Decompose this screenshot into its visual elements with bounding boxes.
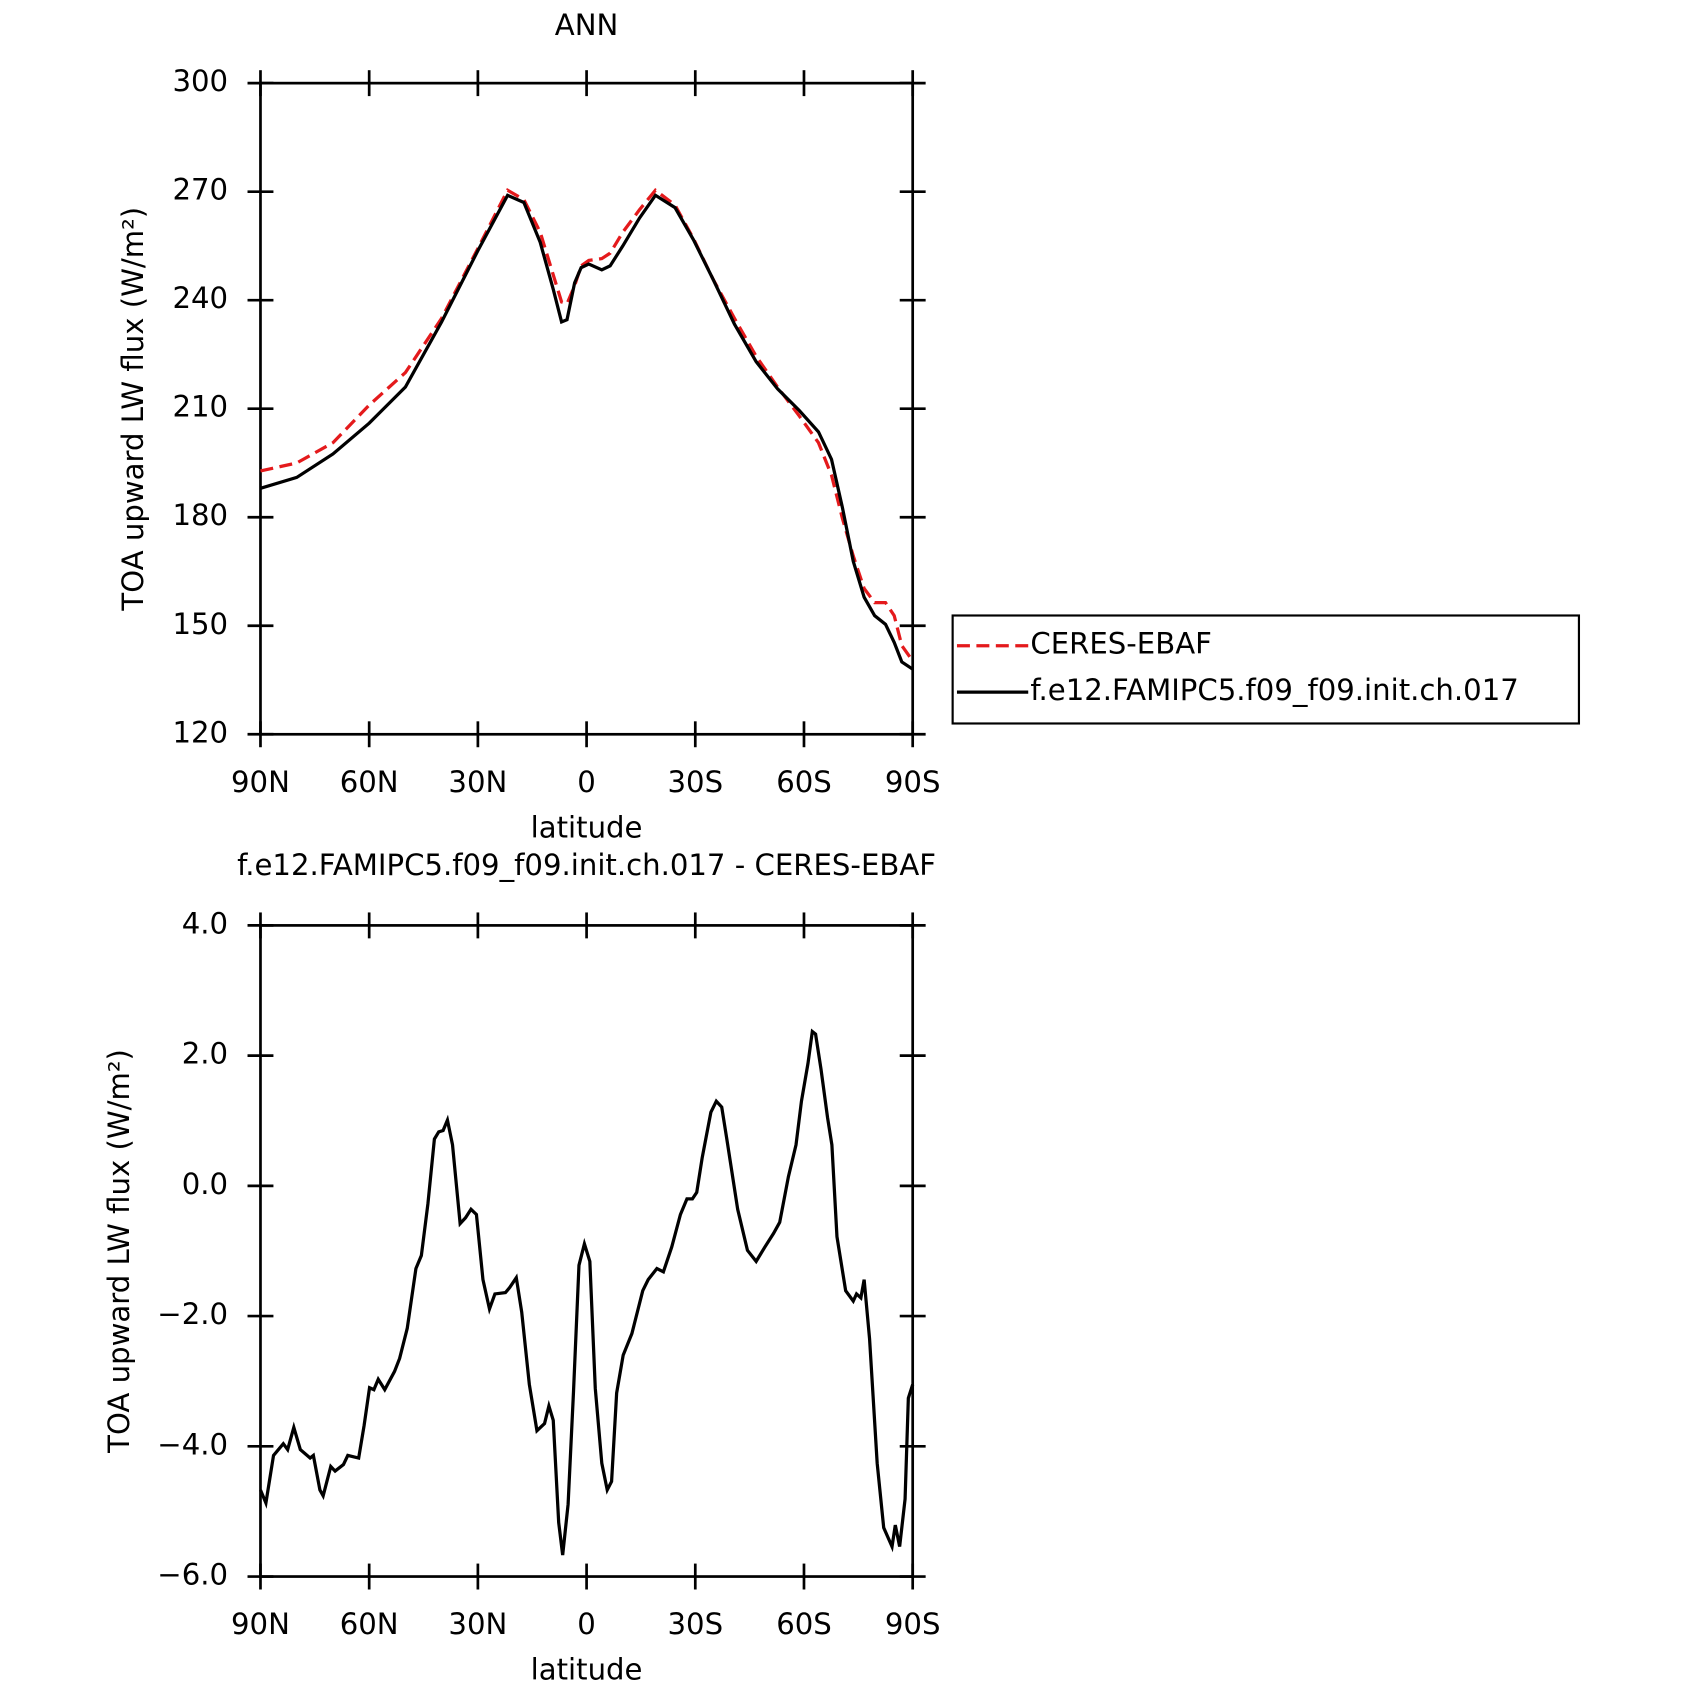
y-tick-label: 2.0 [182, 1037, 228, 1071]
legend-box [951, 614, 1581, 725]
x-tick-label: 30N [448, 765, 507, 799]
y-tick-label: −6.0 [157, 1558, 228, 1592]
y-tick-label: −4.0 [157, 1427, 228, 1461]
data-line [260, 193, 914, 671]
chart-title: f.e12.FAMIPC5.f09_f09.init.ch.017 - CERE… [237, 848, 936, 882]
y-tick-label: 4.0 [182, 906, 228, 940]
y-tick-label: 150 [172, 607, 228, 641]
y-tick-label: 0.0 [182, 1167, 228, 1201]
x-tick-label: 90N [231, 765, 290, 799]
y-tick-label: 210 [172, 390, 228, 424]
x-axis-label: latitude [531, 810, 643, 844]
x-tick-label: 90S [885, 765, 941, 799]
x-axis-label: latitude [531, 1653, 643, 1687]
x-tick-label: 0 [577, 765, 596, 799]
legend-label: f.e12.FAMIPC5.f09_f09.init.ch.017 [1030, 673, 1518, 707]
y-tick-label: 240 [172, 281, 228, 315]
plot-frame [259, 81, 915, 736]
y-tick-label: 300 [172, 64, 228, 98]
y-axis-label: TOA upward LW flux (W/m²) [116, 207, 150, 612]
x-tick-label: 30N [448, 1607, 507, 1641]
x-tick-label: 30S [667, 765, 723, 799]
data-line [258, 1028, 915, 1556]
y-tick-label: 180 [172, 498, 228, 532]
y-tick-label: 120 [172, 715, 228, 749]
x-tick-label: 60N [340, 765, 399, 799]
x-tick-label: 90S [885, 1607, 941, 1641]
x-tick-label: 30S [667, 1607, 723, 1641]
legend-label: CERES-EBAF [1030, 627, 1212, 661]
y-axis-label: TOA upward LW flux (W/m²) [102, 1049, 136, 1454]
y-tick-label: −2.0 [157, 1297, 228, 1331]
x-tick-label: 60S [776, 765, 832, 799]
y-tick-label: 270 [172, 173, 228, 207]
chart-title: ANN [555, 8, 619, 42]
x-tick-label: 60S [776, 1607, 832, 1641]
legend: CERES-EBAF f.e12.FAMIPC5.f09_f09.init.ch.… [951, 614, 1581, 725]
x-tick-label: 0 [577, 1607, 596, 1641]
x-tick-label: 90N [231, 1607, 290, 1641]
x-tick-label: 60N [340, 1607, 399, 1641]
